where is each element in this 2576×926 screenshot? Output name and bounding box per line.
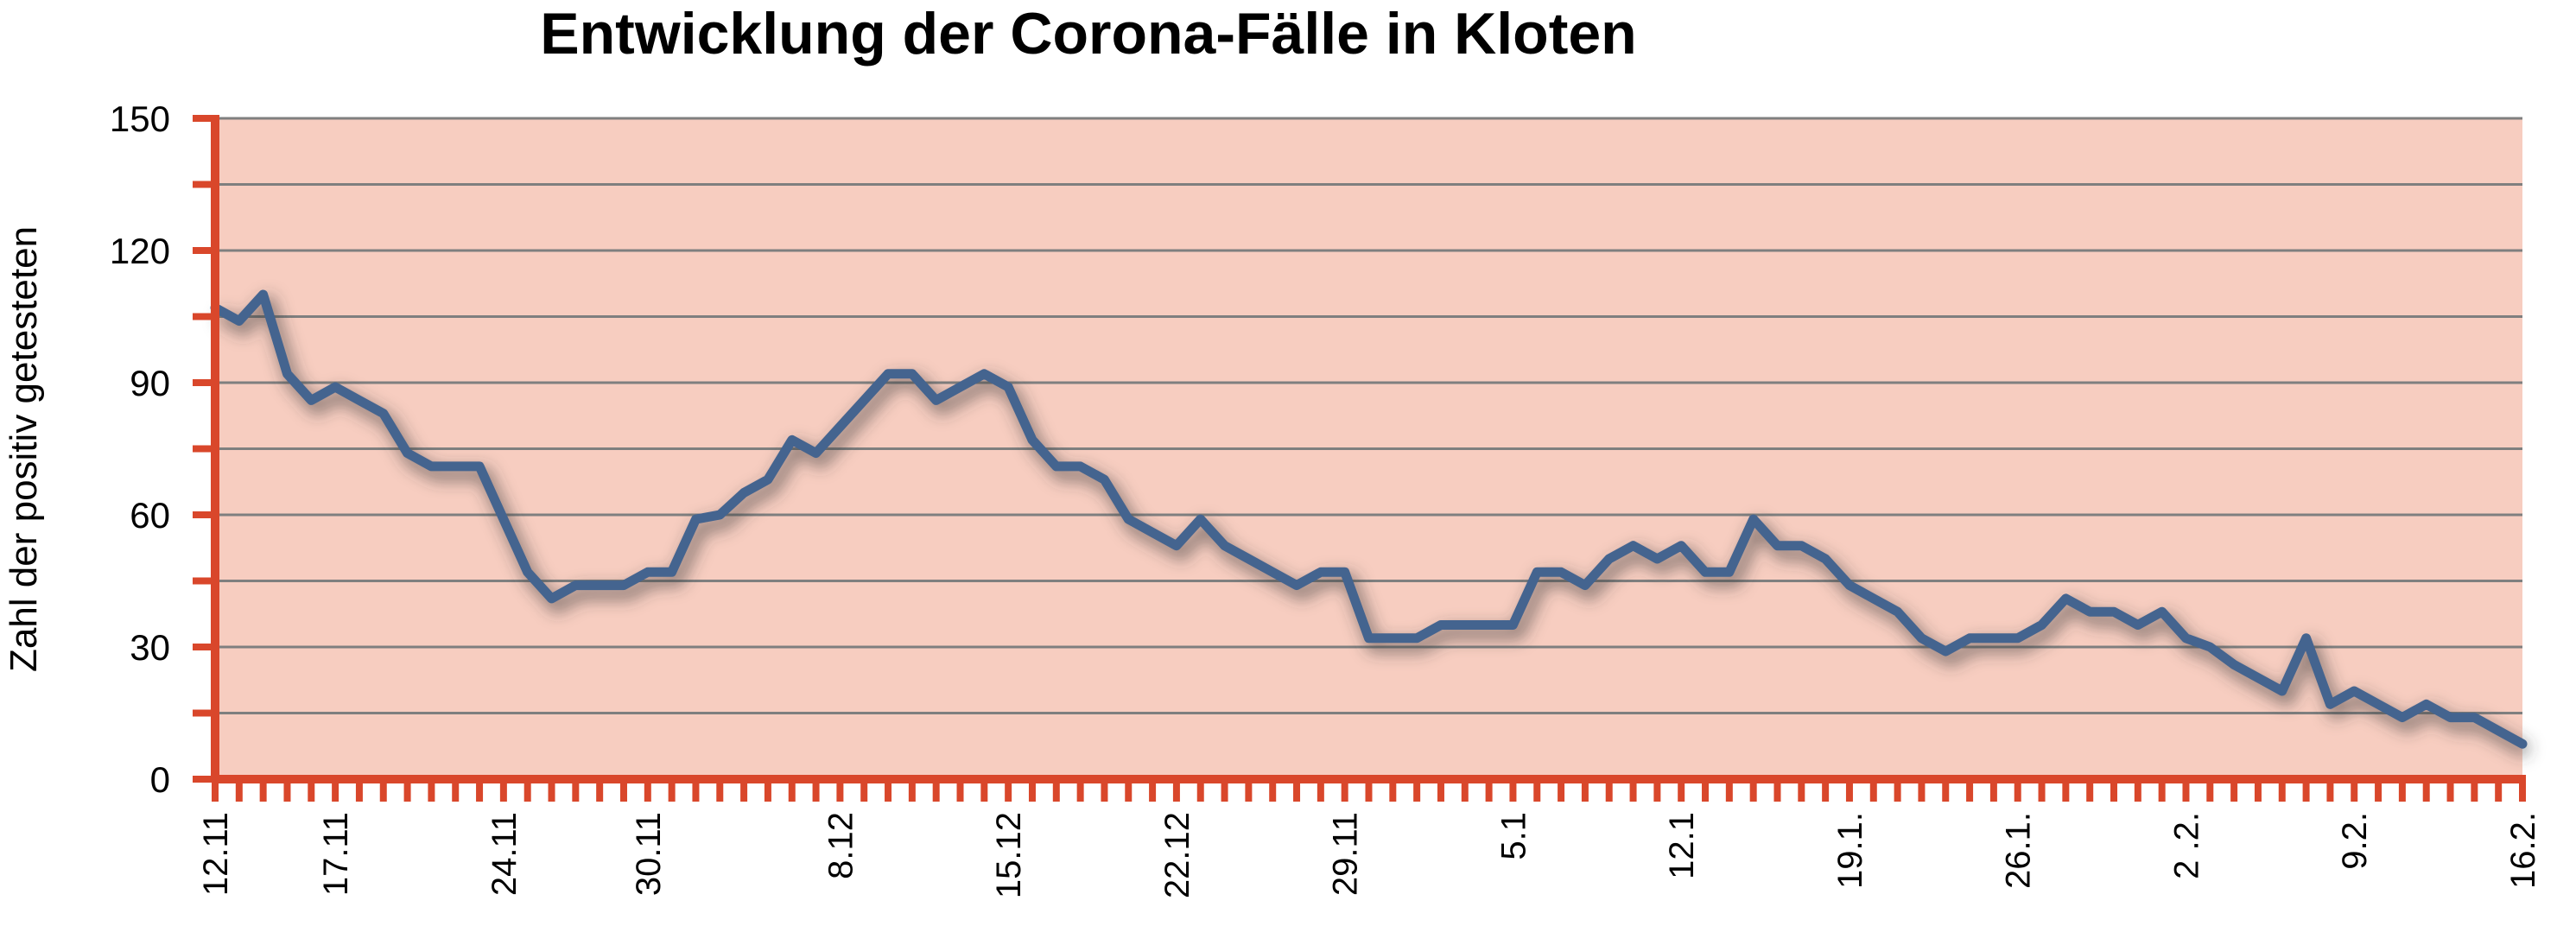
y-tick-label: 150 (110, 98, 170, 139)
x-tick-label: 17.11 (317, 812, 355, 896)
x-tick-label: 12.1 (1663, 812, 1701, 879)
x-tick-label: 5.1 (1494, 812, 1532, 860)
x-tick-labels: 12.11 17.11 24.11 30.11 8.12 15.12 22.12 29.11 5… (197, 812, 2542, 898)
x-tick-label: 8.12 (822, 812, 860, 879)
y-tick-label: 30 (130, 627, 170, 668)
y-tick-labels: 0 30 60 90 120 150 (110, 98, 170, 800)
x-tick-label: 22.12 (1158, 812, 1196, 898)
y-axis-label: Zahl der positiv getesteten (3, 226, 45, 672)
y-tick-label: 90 (130, 363, 170, 403)
data-line (210, 289, 2528, 749)
x-tick-label: 29.11 (1327, 812, 1365, 896)
x-tick-label: 2 .2. (2167, 812, 2205, 879)
chart-title: Entwicklung der Corona-Fälle in Kloten (540, 1, 1636, 67)
data-line-shadow (217, 295, 2531, 758)
y-tick-label: 120 (110, 231, 170, 271)
x-tick-label: 24.11 (485, 812, 523, 896)
x-tick-label: 15.12 (990, 812, 1028, 898)
x-tick-label: 9.2. (2336, 812, 2374, 870)
x-tick-label: 19.1. (1831, 812, 1869, 889)
x-tick-label: 26.1. (2000, 812, 2038, 889)
axes (193, 115, 2526, 802)
x-tick-label: 30.11 (630, 812, 668, 896)
y-tick-label: 60 (130, 495, 170, 536)
x-tick-label: 16.2. (2504, 812, 2542, 889)
y-tick-label: 0 (150, 759, 170, 800)
x-tick-label: 12.11 (197, 812, 235, 896)
